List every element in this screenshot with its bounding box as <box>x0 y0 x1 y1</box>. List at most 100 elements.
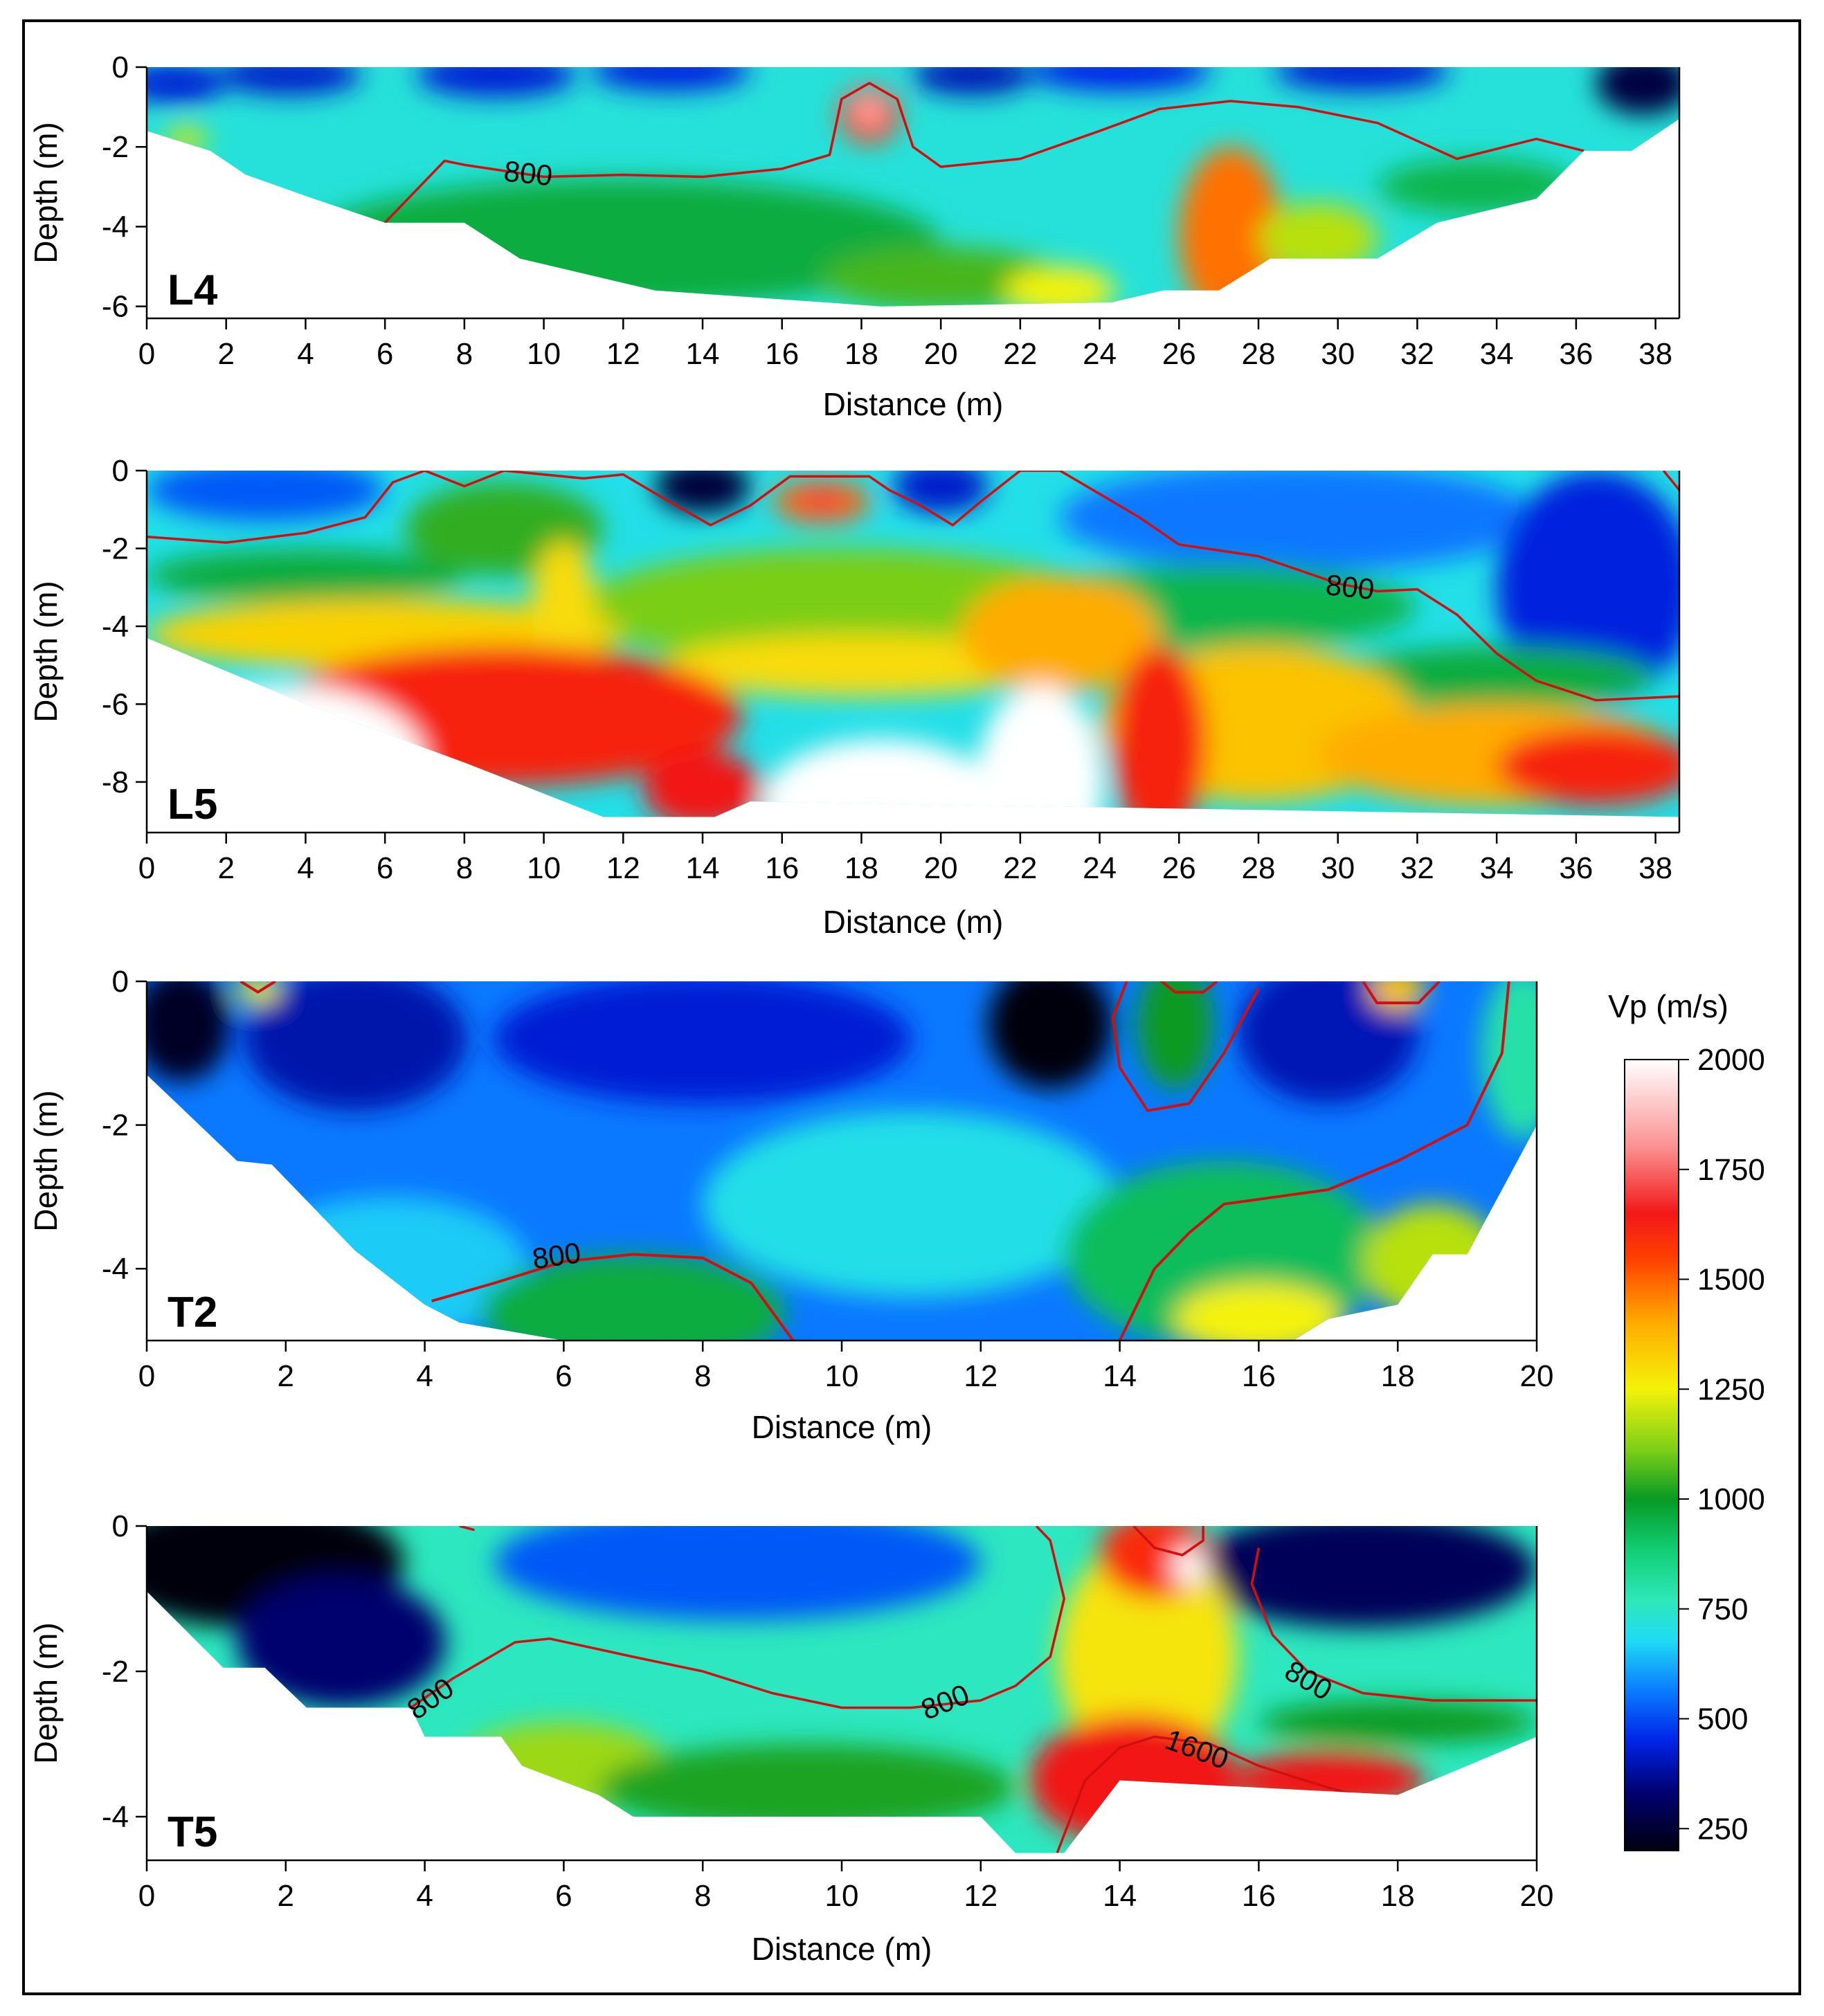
velocity-anomaly <box>237 981 279 1004</box>
x-tick-label: 6 <box>555 1359 572 1393</box>
x-tick-label: 20 <box>924 337 958 371</box>
x-tick-label: 16 <box>765 851 799 885</box>
y-tick-label: 0 <box>112 965 129 999</box>
contour-line <box>1250 1547 1537 1702</box>
velocity-field <box>147 471 1679 817</box>
x-tick-label: 14 <box>686 337 720 371</box>
velocity-anomaly <box>1231 1751 1426 1810</box>
colorbar-tick-label: 1250 <box>1697 1372 1765 1406</box>
y-tick-label: 0 <box>112 454 129 488</box>
y-axis-title: Depth (m) <box>28 581 64 722</box>
contour-label: 800 <box>503 154 554 192</box>
contour-label: 800 <box>530 1236 583 1275</box>
x-tick-label: 2 <box>217 851 234 885</box>
x-tick-label: 6 <box>555 1879 572 1913</box>
x-tick-label: 34 <box>1480 337 1514 371</box>
velocity-anomaly <box>762 739 1001 817</box>
x-tick-label: 12 <box>606 851 640 885</box>
velocity-anomaly <box>857 99 882 123</box>
x-axis-title: Distance (m) <box>752 1931 932 1967</box>
x-tick-label: 12 <box>606 337 640 371</box>
velocity-anomaly <box>147 471 386 522</box>
velocity-anomaly <box>1337 646 1656 709</box>
y-tick-label: -6 <box>102 687 129 721</box>
contour-line <box>1118 981 1510 1341</box>
x-tick-label: 18 <box>1381 1879 1415 1913</box>
contour-line <box>1662 471 1679 491</box>
velocity-anomaly <box>1004 266 1116 307</box>
x-tick-label: 26 <box>1162 851 1196 885</box>
velocity-anomaly <box>1596 67 1679 116</box>
x-tick-label: 24 <box>1083 337 1117 371</box>
x-tick-label: 8 <box>694 1879 711 1913</box>
contour-line <box>410 1526 1066 1709</box>
x-tick-label: 14 <box>686 851 720 885</box>
velocity-anomaly <box>1497 471 1679 705</box>
x-tick-label: 14 <box>1103 1359 1137 1393</box>
x-tick-label: 6 <box>377 337 393 371</box>
velocity-anomaly <box>703 1110 1120 1298</box>
y-tick-label: -4 <box>102 1800 129 1834</box>
velocity-anomaly <box>494 1526 981 1621</box>
x-tick-label: 8 <box>694 1359 711 1393</box>
colorbar-tick-label: 2000 <box>1697 1043 1765 1077</box>
contour-line <box>383 82 1584 224</box>
x-tick-label: 10 <box>527 337 561 371</box>
velocity-anomaly <box>1171 1547 1207 1584</box>
x-tick-label: 12 <box>964 1879 997 1913</box>
colorbar: Vp (m/s) 2000 1750 1500 1250 1000 750 500 250 <box>1608 988 1765 1851</box>
velocity-anomaly <box>532 541 596 666</box>
contour-line <box>459 1526 475 1532</box>
x-tick-label: 16 <box>1242 1879 1276 1913</box>
x-tick-label: 4 <box>297 337 314 371</box>
velocity-anomaly <box>1111 646 1207 817</box>
x-tick-label: 4 <box>416 1879 433 1913</box>
velocity-anomaly <box>1028 67 1211 91</box>
velocity-field <box>147 981 1537 1341</box>
y-tick-label: 0 <box>112 51 129 84</box>
velocity-anomaly <box>987 981 1113 1089</box>
x-tick-label: 12 <box>964 1359 997 1393</box>
x-tick-label: 32 <box>1400 851 1434 885</box>
contour-label: 800 <box>1324 568 1376 606</box>
velocity-anomaly <box>822 246 1060 307</box>
colorbar-tick-label: 750 <box>1697 1592 1748 1626</box>
x-tick-label: 34 <box>1480 851 1514 885</box>
x-tick-label: 8 <box>456 337 473 371</box>
velocity-anomaly <box>1137 981 1214 1089</box>
x-tick-label: 14 <box>1103 1879 1137 1913</box>
colorbar-tick-label: 250 <box>1697 1812 1748 1846</box>
x-tick-label: 10 <box>527 851 561 885</box>
y-tick-label: -8 <box>102 765 129 799</box>
velocity-anomaly <box>147 67 226 103</box>
x-tick-label: 28 <box>1242 337 1276 371</box>
velocity-anomaly <box>1057 1541 1238 1773</box>
x-tick-label: 30 <box>1321 851 1355 885</box>
x-tick-label: 30 <box>1321 337 1355 371</box>
velocity-anomaly <box>655 471 750 514</box>
y-tick-label: 0 <box>112 1509 129 1543</box>
velocity-anomaly <box>1258 202 1378 275</box>
velocity-anomaly <box>1362 1204 1502 1319</box>
colorbar-tick-label: 500 <box>1697 1702 1748 1736</box>
x-tick-label: 36 <box>1559 337 1593 371</box>
velocity-anomaly <box>244 981 467 1111</box>
x-axis-title: Distance (m) <box>752 1409 932 1445</box>
velocity-anomaly <box>893 471 988 514</box>
x-tick-label: 32 <box>1400 337 1434 371</box>
y-tick-label: -6 <box>102 290 129 324</box>
x-tick-label: 0 <box>138 337 155 371</box>
y-axis-title: Depth (m) <box>28 1622 64 1763</box>
velocity-field <box>147 67 1679 307</box>
x-tick-label: 36 <box>1559 851 1593 885</box>
colorbar-title: Vp (m/s) <box>1608 988 1728 1024</box>
x-tick-label: 4 <box>297 851 314 885</box>
velocity-anomaly <box>1258 1700 1537 1744</box>
contour-line <box>1160 981 1218 994</box>
contour-line <box>1132 1526 1204 1556</box>
velocity-anomaly <box>913 67 1033 96</box>
panel-t2: 800 0 2 4 6 8 10 12 14 16 18 20 0 -2 -4 Distance (m) Dep… <box>28 965 1553 1445</box>
x-tick-label: 10 <box>825 1359 859 1393</box>
contour-line <box>240 981 276 994</box>
